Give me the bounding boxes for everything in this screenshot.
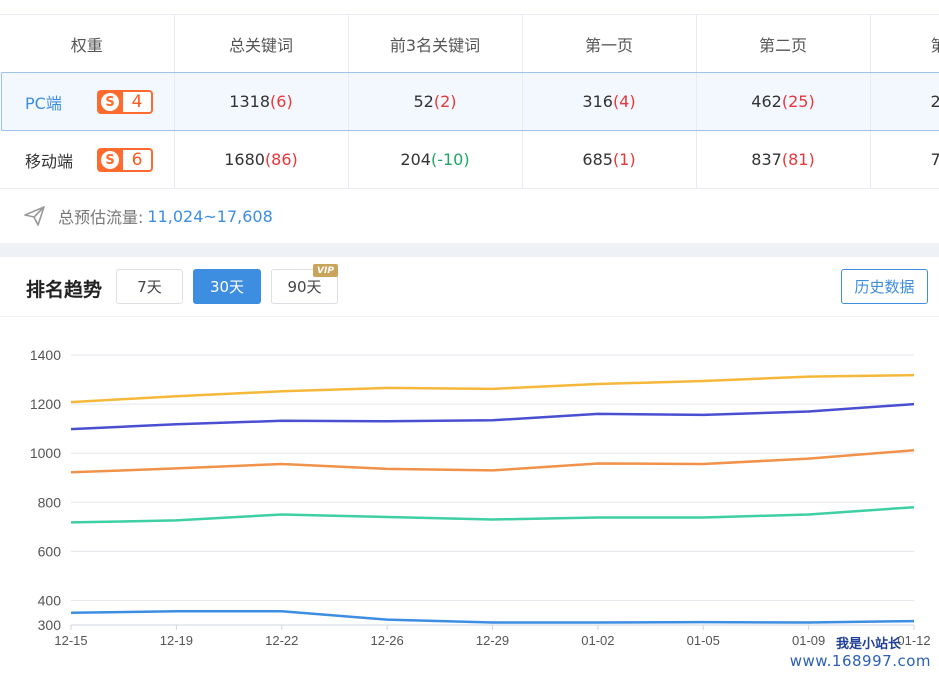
trend-header: 排名趋势 7天 30天 90天 VIP 历史数据 [0, 257, 939, 317]
header-total-keywords: 总关键词 [174, 14, 349, 73]
y-tick-label: 600 [38, 543, 62, 559]
cell-pc-top3: 52(2) [348, 72, 523, 131]
table-header-row: 权重 总关键词 前3名关键词 第一页 第二页 第 [0, 14, 939, 73]
estimated-traffic-value: 11,024~17,608 [147, 206, 273, 226]
cell-mobile-page3: 7 [870, 130, 939, 189]
device-label-mobile[interactable]: 移动端 [25, 151, 74, 171]
series-line-5[interactable] [70, 610, 915, 624]
range-30-days-button[interactable]: 30天 [193, 269, 261, 304]
sogou-logo-icon: S [97, 90, 123, 114]
cell-pc-page2: 462(25) [696, 72, 871, 131]
y-tick-label: 400 [38, 592, 62, 608]
header-page-one: 第一页 [522, 14, 697, 73]
weight-cell-pc: PC端 S 4 [0, 72, 175, 131]
watermark-line1: 我是小站长 [835, 637, 901, 652]
x-tick-label: 01-05 [687, 633, 720, 648]
estimated-traffic-label: 总预估流量: [58, 208, 144, 227]
keyword-stats-card: 权重 总关键词 前3名关键词 第一页 第二页 第 PC端 S 4 1318(6)… [0, 0, 939, 243]
series-line-2[interactable] [70, 402, 915, 431]
cell-pc-page1: 316(4) [522, 72, 697, 131]
y-tick-label: 800 [38, 494, 62, 510]
cell-mobile-top3: 204(-10) [348, 130, 523, 189]
weight-cell-mobile: 移动端 S 6 [0, 130, 175, 189]
x-tick-label: 12-15 [54, 633, 87, 648]
header-page-two: 第二页 [696, 14, 871, 73]
x-tick-label: 12-26 [371, 633, 404, 648]
header-weight: 权重 [0, 14, 175, 73]
series-line-3[interactable] [70, 448, 915, 474]
ranking-trend-card: 排名趋势 7天 30天 90天 VIP 历史数据 300 400 600 800 100… [0, 257, 939, 678]
x-tick-label: 12-29 [476, 633, 509, 648]
range-7-days-button[interactable]: 7天 [116, 269, 183, 304]
history-data-button[interactable]: 历史数据 [841, 269, 928, 304]
watermark-line2: www.168997.com [789, 652, 931, 670]
x-tick-label: 01-12 [897, 633, 930, 648]
sogou-weight-badge-mobile: S 6 [97, 148, 153, 172]
vip-badge: VIP [313, 264, 338, 277]
weight-level: 4 [123, 90, 153, 114]
cell-pc-page3: 2 [870, 72, 939, 131]
cell-mobile-page2: 837(81) [696, 130, 871, 189]
cell-mobile-total: 1680(86) [174, 130, 349, 189]
keyword-stats-table: 权重 总关键词 前3名关键词 第一页 第二页 第 PC端 S 4 1318(6)… [0, 14, 939, 189]
ranking-trend-chart: 300 400 600 800 1000 1200 1400 12-15 12-19 12-22… [30, 347, 931, 648]
device-label-pc[interactable]: PC端 [25, 93, 62, 113]
table-row-pc[interactable]: PC端 S 4 1318(6) 52(2) 316(4) 462(25) 2 [0, 72, 939, 131]
header-top3-keywords: 前3名关键词 [348, 14, 523, 73]
trend-title: 排名趋势 [26, 279, 103, 301]
cell-mobile-page1: 685(1) [522, 130, 697, 189]
sogou-logo-icon: S [97, 148, 123, 172]
estimated-traffic: 总预估流量: 11,024~17,608 [24, 204, 273, 228]
y-tick-label: 1200 [30, 396, 61, 412]
header-page-three: 第 [870, 14, 939, 73]
x-tick-label: 01-02 [581, 633, 614, 648]
paper-plane-icon [24, 206, 45, 226]
weight-level: 6 [123, 148, 153, 172]
x-tick-label: 01-09 [792, 633, 825, 648]
sogou-weight-badge-pc: S 4 [97, 90, 153, 114]
y-tick-label: 1400 [30, 347, 61, 363]
x-tick-label: 12-22 [265, 633, 298, 648]
cell-pc-total: 1318(6) [174, 72, 349, 131]
x-tick-label: 12-19 [160, 633, 193, 648]
table-row-mobile[interactable]: 移动端 S 6 1680(86) 204(-10) 685(1) 837(81)… [0, 130, 939, 189]
watermark: 我是小站长 www.168997.com [790, 633, 931, 670]
series-line-4[interactable] [70, 505, 915, 524]
y-tick-label: 1000 [30, 445, 61, 461]
series-line-1[interactable] [70, 373, 915, 404]
y-tick-label: 300 [38, 617, 62, 633]
